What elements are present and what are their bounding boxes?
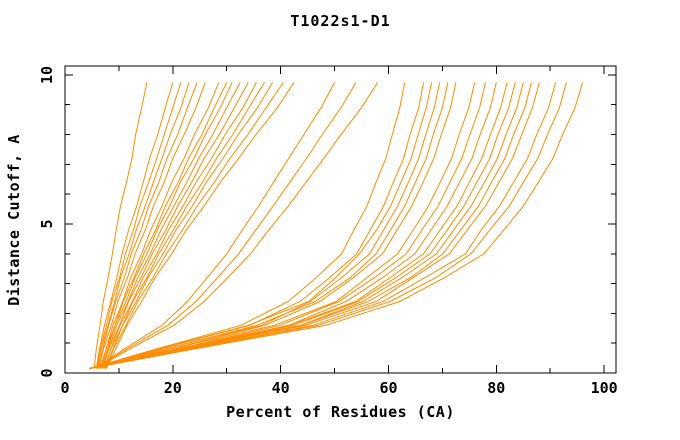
x-tick-label: 20 — [163, 379, 182, 397]
x-tick-label: 60 — [379, 379, 398, 397]
model-curve — [97, 82, 198, 369]
model-curve — [106, 82, 295, 369]
model-curve — [93, 82, 148, 369]
model-curve — [89, 82, 457, 369]
y-axis-label: Distance Cutoff, A — [5, 134, 23, 306]
plot-frame — [64, 65, 617, 374]
model-curve — [89, 82, 508, 369]
model-curve — [89, 82, 486, 369]
model-curve — [105, 82, 284, 369]
model-curve — [89, 82, 516, 369]
model-curve — [95, 82, 336, 369]
model-curve — [101, 82, 233, 369]
model-curve — [89, 82, 433, 369]
model-curve — [98, 82, 206, 369]
model-curve — [95, 82, 174, 369]
x-tick-label: 80 — [487, 379, 506, 397]
model-curve — [89, 82, 540, 369]
model-curve — [89, 82, 476, 369]
chart-title: T1022s1-D1 — [290, 12, 391, 30]
model-curve — [101, 82, 241, 369]
model-curve — [89, 82, 524, 369]
model-curve — [89, 82, 532, 369]
model-curve — [104, 82, 274, 369]
model-curve — [89, 82, 557, 369]
x-tick-label: 40 — [271, 379, 290, 397]
model-curve — [89, 82, 584, 369]
model-curve — [89, 82, 449, 369]
model-curve — [95, 82, 357, 369]
model-curve — [89, 82, 567, 369]
model-curve — [96, 82, 182, 369]
model-curve — [89, 82, 441, 369]
x-axis-label: Percent of Residues (CA) — [226, 403, 455, 421]
model-curve — [99, 82, 220, 369]
y-tick-label: 10 — [38, 65, 56, 84]
model-curve — [89, 82, 406, 369]
model-curve — [96, 82, 190, 369]
y-tick-label: 5 — [38, 219, 56, 229]
x-tick-label: 100 — [590, 379, 618, 397]
y-tick-label: 0 — [38, 368, 56, 378]
model-curve — [95, 82, 379, 369]
x-tick-label: 0 — [60, 379, 70, 397]
model-curve — [103, 82, 257, 369]
model-curve — [89, 82, 424, 369]
